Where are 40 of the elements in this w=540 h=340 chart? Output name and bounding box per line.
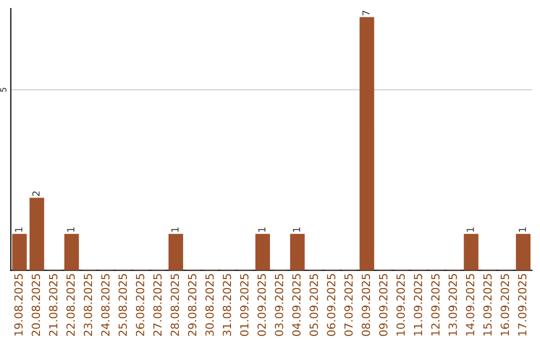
x-tick-label: 23.08.2025 — [84, 274, 92, 336]
data-label: 1 — [258, 228, 266, 232]
x-tick-label: 20.08.2025 — [32, 274, 40, 336]
x-tick-label: 21.08.2025 — [49, 274, 58, 336]
data-label: 1 — [15, 228, 22, 232]
x-tick-label: 10.09.2025 — [396, 274, 405, 336]
x-tick-label: 09.09.2025 — [379, 274, 388, 336]
x-tick-label: 19.08.2025 — [14, 274, 23, 336]
x-tick-label: 17.09.2025 — [518, 274, 526, 336]
x-tick-label: 24.08.2025 — [101, 274, 110, 336]
x-tick-label: 08.09.2025 — [362, 274, 370, 336]
x-tick-label: 26.08.2025 — [136, 274, 144, 336]
data-label: 1 — [518, 228, 526, 232]
x-tick-label: 28.08.2025 — [170, 274, 180, 336]
x-tick-label: 16.09.2025 — [500, 274, 510, 336]
x-tick-label: 29.08.2025 — [188, 274, 196, 336]
x-tick-label: 02.09.2025 — [257, 274, 266, 336]
x-tick-label: 11.09.2025 — [414, 274, 422, 336]
data-label: 1 — [293, 228, 300, 232]
x-tick-label: 13.09.2025 — [448, 274, 457, 336]
x-tick-label: 22.08.2025 — [66, 274, 75, 336]
x-tick-label: 04.09.2025 — [292, 274, 301, 336]
data-label: 1 — [466, 228, 474, 232]
x-tick-label: 07.09.2025 — [344, 274, 353, 336]
x-tick-label: 06.09.2025 — [326, 274, 336, 336]
data-label: 1 — [171, 228, 178, 232]
x-tick-label: 31.08.2025 — [222, 274, 232, 336]
data-label: 1 — [67, 228, 74, 232]
x-tick-label: 30.08.2025 — [205, 274, 214, 336]
x-tick-label: 01.09.2025 — [240, 274, 249, 336]
x-tick-label: 05.09.2025 — [310, 274, 318, 336]
x-tick-label: 14.09.2025 — [466, 274, 474, 336]
x-tick-label: 03.09.2025 — [274, 274, 284, 336]
x-tick-label: 27.08.2025 — [153, 274, 162, 336]
x-tick-label: 15.09.2025 — [483, 274, 492, 336]
data-label: 2 — [32, 191, 40, 196]
x-tick-label: 25.08.2025 — [118, 274, 127, 336]
y-tick-label: 5 — [0, 88, 6, 92]
x-tick-label: 12.09.2025 — [431, 274, 440, 336]
data-label: 7 — [362, 10, 370, 16]
